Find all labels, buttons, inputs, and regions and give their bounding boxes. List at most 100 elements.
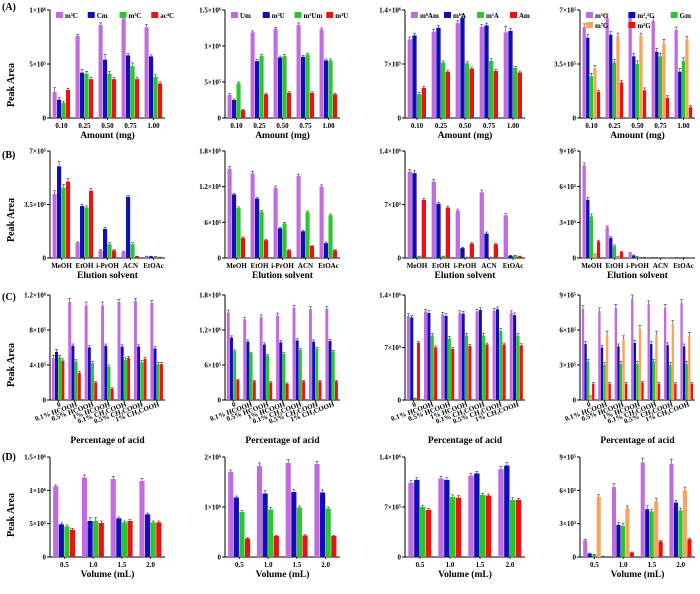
x-axis-title: Percentage of acid bbox=[245, 436, 320, 446]
bar-C3-s0-c3 bbox=[458, 313, 462, 400]
bar-C1-s0-c0 bbox=[51, 358, 55, 400]
bar-B3-s1-c1 bbox=[436, 203, 441, 258]
bar-A4-s0-c1 bbox=[605, 17, 609, 118]
x-tick-label: 0.75 bbox=[654, 122, 667, 130]
bar-B3-s0-c3 bbox=[479, 192, 484, 258]
bar-A2-s2-c3 bbox=[305, 54, 310, 118]
bar-D2-s1-c2 bbox=[291, 492, 297, 557]
bar-B1-s3-c4 bbox=[157, 257, 163, 258]
y-tick-label: 5×10⁵ bbox=[29, 61, 46, 69]
legend-label: m⁶Am bbox=[420, 12, 439, 20]
bar-C3-s2-c6 bbox=[516, 335, 520, 400]
x-tick-label: 0.75 bbox=[483, 122, 496, 130]
bar-C3-s0-c2 bbox=[441, 314, 445, 400]
bar-D2-s2-c2 bbox=[296, 507, 303, 557]
y-tick-label: 1×10⁶ bbox=[204, 504, 221, 512]
bar-A3-s0-c2 bbox=[455, 23, 460, 118]
y-tick-label: 0 bbox=[43, 115, 47, 123]
bar-B4-s2-c2 bbox=[635, 256, 640, 258]
bar-D2-s0-c0 bbox=[228, 472, 234, 557]
bar-D1-s1-c3 bbox=[145, 514, 151, 557]
bar-D3-s3-c2 bbox=[485, 495, 492, 557]
bar-C4-s2-c3 bbox=[636, 363, 639, 400]
bar-C4-s4-c5 bbox=[674, 383, 677, 400]
bar-C4-s0-c3 bbox=[631, 298, 634, 400]
bar-C4-s1-c0 bbox=[584, 344, 587, 400]
bar-C4-s3-c4 bbox=[655, 334, 658, 400]
legend-label: m³U bbox=[335, 12, 348, 20]
legend-label: Gm bbox=[680, 12, 691, 20]
y-tick-label: 1×10⁶ bbox=[204, 43, 221, 51]
bar-C2-s0-c0 bbox=[226, 312, 230, 400]
legend-swatch bbox=[586, 22, 593, 28]
bar-C4-s4-c3 bbox=[641, 382, 644, 400]
y-tick-label: 1.4×10⁶ bbox=[379, 7, 401, 15]
bar-D1-s3-c0 bbox=[69, 529, 76, 557]
x-tick-label: 1.5 bbox=[118, 561, 127, 569]
bar-B4-s2-c1 bbox=[612, 246, 617, 258]
bar-B3-s3-c0 bbox=[421, 199, 426, 258]
bar-C4-s3-c3 bbox=[638, 328, 642, 400]
bar-D1-s1-c1 bbox=[87, 521, 93, 557]
x-tick-label: ACN bbox=[298, 262, 313, 270]
bar-D4-s2-c3 bbox=[678, 510, 683, 557]
bar-C2-s2-c2 bbox=[266, 355, 270, 400]
bar-C2-s1-c6 bbox=[328, 341, 332, 400]
y-tick-label: 0 bbox=[573, 255, 577, 263]
y-tick-label: 7×10⁵ bbox=[384, 61, 401, 69]
bar-B1-s1-c0 bbox=[57, 166, 62, 258]
bar-C3-s2-c1 bbox=[430, 335, 434, 400]
x-tick-label: ACN bbox=[123, 262, 138, 270]
bar-B1-s3-c3 bbox=[134, 256, 140, 258]
bar-C2-s3-c2 bbox=[269, 382, 273, 400]
bar-B4-s3-c1 bbox=[616, 256, 620, 258]
bar-A4-s3-c3 bbox=[662, 43, 666, 118]
bar-A2-s1-c4 bbox=[324, 60, 329, 118]
bar-A2-s3-c2 bbox=[286, 92, 292, 118]
bar-D1-s2-c0 bbox=[64, 526, 70, 557]
bar-C4-s2-c4 bbox=[652, 361, 656, 400]
bar-C1-s3-c0 bbox=[61, 360, 65, 401]
x-axis-title: Amount (mg) bbox=[255, 130, 310, 141]
bar-A1-s3-c1 bbox=[88, 79, 94, 118]
bar-D1-s0-c0 bbox=[53, 486, 59, 557]
legend-label: m⁵C bbox=[65, 12, 78, 20]
bar-D1-s1-c0 bbox=[58, 524, 64, 557]
legend-swatch bbox=[477, 12, 484, 18]
bar-A3-s1-c3 bbox=[484, 25, 489, 118]
bar-C2-s0-c6 bbox=[325, 309, 329, 400]
bar-C2-s3-c3 bbox=[285, 383, 289, 400]
bar-A1-s0-c2 bbox=[98, 25, 103, 118]
x-tick-label: 0 bbox=[586, 400, 592, 409]
y-tick-label: 3.5×10⁵ bbox=[24, 201, 46, 209]
legend-swatch bbox=[87, 12, 95, 18]
bar-D2-s2-c1 bbox=[268, 509, 274, 557]
x-tick-label: 2.0 bbox=[146, 561, 155, 569]
bar-C4-s0-c4 bbox=[647, 304, 650, 400]
y-tick-label: 7×10⁵ bbox=[559, 7, 576, 15]
row-tags: (A) (B) (C) (D) bbox=[2, 2, 16, 463]
bar-B1-s1-c2 bbox=[103, 228, 108, 258]
y-tick-label: 9×10⁵ bbox=[559, 148, 576, 156]
chart-A2: 0 5×10⁵ 1×10⁶ 1.5×10⁶ 0.10 0.25 0.50 0.75 1.00 Am… bbox=[199, 7, 348, 142]
bar-C4-s4-c0 bbox=[592, 383, 595, 400]
x-axis-title: Amount (mg) bbox=[80, 130, 135, 141]
bar-D1-s0-c2 bbox=[110, 479, 116, 557]
bar-D4-s4-c3 bbox=[687, 539, 692, 557]
bar-C1-s3-c2 bbox=[94, 382, 98, 400]
bar-C1-s1-c2 bbox=[87, 347, 91, 400]
bar-C1-s2-c5 bbox=[140, 362, 144, 401]
y-tick-label: 6×10⁵ bbox=[204, 362, 221, 370]
row-tag-b: (B) bbox=[2, 150, 15, 161]
bar-A1-s2-c2 bbox=[107, 73, 112, 118]
x-tick-label: EtOAc bbox=[503, 262, 524, 270]
bar-A2-s1-c1 bbox=[255, 61, 260, 118]
chart-D1: 0 5×10⁵ 1×10⁶ 1.5×10⁶ 0.5 1.0 1.5 2.0 Volume (mL… bbox=[24, 454, 165, 580]
row-tag-d: (D) bbox=[2, 452, 16, 463]
legend-label: Am bbox=[519, 12, 530, 20]
bar-A4-s1-c3 bbox=[655, 51, 659, 118]
bar-A3-s1-c4 bbox=[508, 30, 513, 118]
bar-B2-s3-c0 bbox=[240, 237, 246, 258]
x-tick-label: i-PrOH bbox=[96, 262, 119, 270]
